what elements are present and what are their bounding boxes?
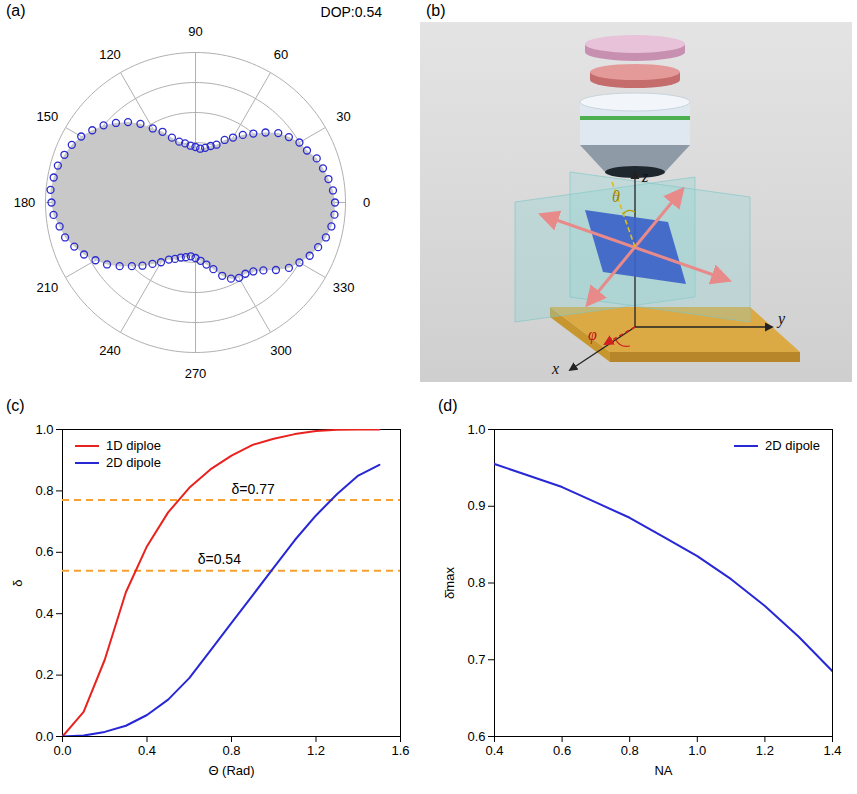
svg-text:180: 180 — [14, 195, 36, 210]
svg-text:x: x — [551, 360, 559, 377]
svg-text:210: 210 — [37, 280, 59, 295]
svg-text:1.4: 1.4 — [823, 743, 841, 758]
svg-text:δ=0.54: δ=0.54 — [198, 551, 241, 567]
svg-text:NA: NA — [654, 763, 672, 778]
svg-text:1.6: 1.6 — [391, 743, 409, 758]
svg-text:150: 150 — [37, 109, 59, 124]
svg-text:240: 240 — [99, 343, 121, 358]
svg-text:1.2: 1.2 — [307, 743, 325, 758]
svg-text:δ=0.77: δ=0.77 — [232, 481, 275, 497]
svg-text:1.2: 1.2 — [756, 743, 774, 758]
svg-text:z: z — [641, 168, 649, 185]
html-text:(a): (a) — [6, 2, 26, 19]
svg-text:0.7: 0.7 — [467, 652, 485, 667]
svg-text:Θ (Rad): Θ (Rad) — [208, 763, 254, 778]
html-text:2D dipole: 2D dipole — [765, 438, 820, 453]
html-text:(d): (d) — [438, 397, 458, 414]
svg-text:90: 90 — [188, 24, 202, 39]
svg-text:0.8: 0.8 — [35, 483, 53, 498]
html-text:DOP:0.54: DOP:0.54 — [320, 4, 382, 20]
svg-text:0.4: 0.4 — [485, 743, 503, 758]
svg-text:δ: δ — [10, 579, 25, 586]
svg-text:120: 120 — [99, 47, 121, 62]
html-text:(b): (b) — [426, 2, 446, 19]
svg-text:0.6: 0.6 — [467, 729, 485, 744]
svg-text:φ: φ — [588, 326, 597, 344]
svg-text:0.0: 0.0 — [53, 743, 71, 758]
svg-text:330: 330 — [333, 280, 355, 295]
svg-text:0.8: 0.8 — [467, 575, 485, 590]
svg-text:y: y — [776, 310, 786, 328]
svg-text:1.0: 1.0 — [467, 422, 485, 437]
svg-text:0.8: 0.8 — [222, 743, 240, 758]
svg-text:30: 30 — [336, 109, 350, 124]
svg-text:δ̄max: δ̄max — [442, 567, 457, 599]
svg-text:0.6: 0.6 — [553, 743, 571, 758]
svg-text:1.0: 1.0 — [35, 422, 53, 437]
svg-text:0.4: 0.4 — [35, 606, 53, 621]
svg-text:1.0: 1.0 — [688, 743, 706, 758]
svg-text:0: 0 — [363, 195, 370, 210]
svg-text:0.2: 0.2 — [35, 667, 53, 682]
svg-text:270: 270 — [185, 366, 207, 381]
svg-text:300: 300 — [270, 343, 292, 358]
svg-text:0.8: 0.8 — [621, 743, 639, 758]
svg-text:0.6: 0.6 — [35, 544, 53, 559]
html-text:1D diploe: 1D diploe — [106, 438, 161, 453]
svg-text:0.9: 0.9 — [467, 498, 485, 513]
html-text:2D dipole: 2D dipole — [106, 455, 161, 470]
svg-text:θ: θ — [612, 188, 620, 205]
svg-text:60: 60 — [274, 47, 288, 62]
svg-text:0.0: 0.0 — [35, 729, 53, 744]
html-text:(c): (c) — [6, 397, 25, 414]
svg-text:0.4: 0.4 — [138, 743, 156, 758]
